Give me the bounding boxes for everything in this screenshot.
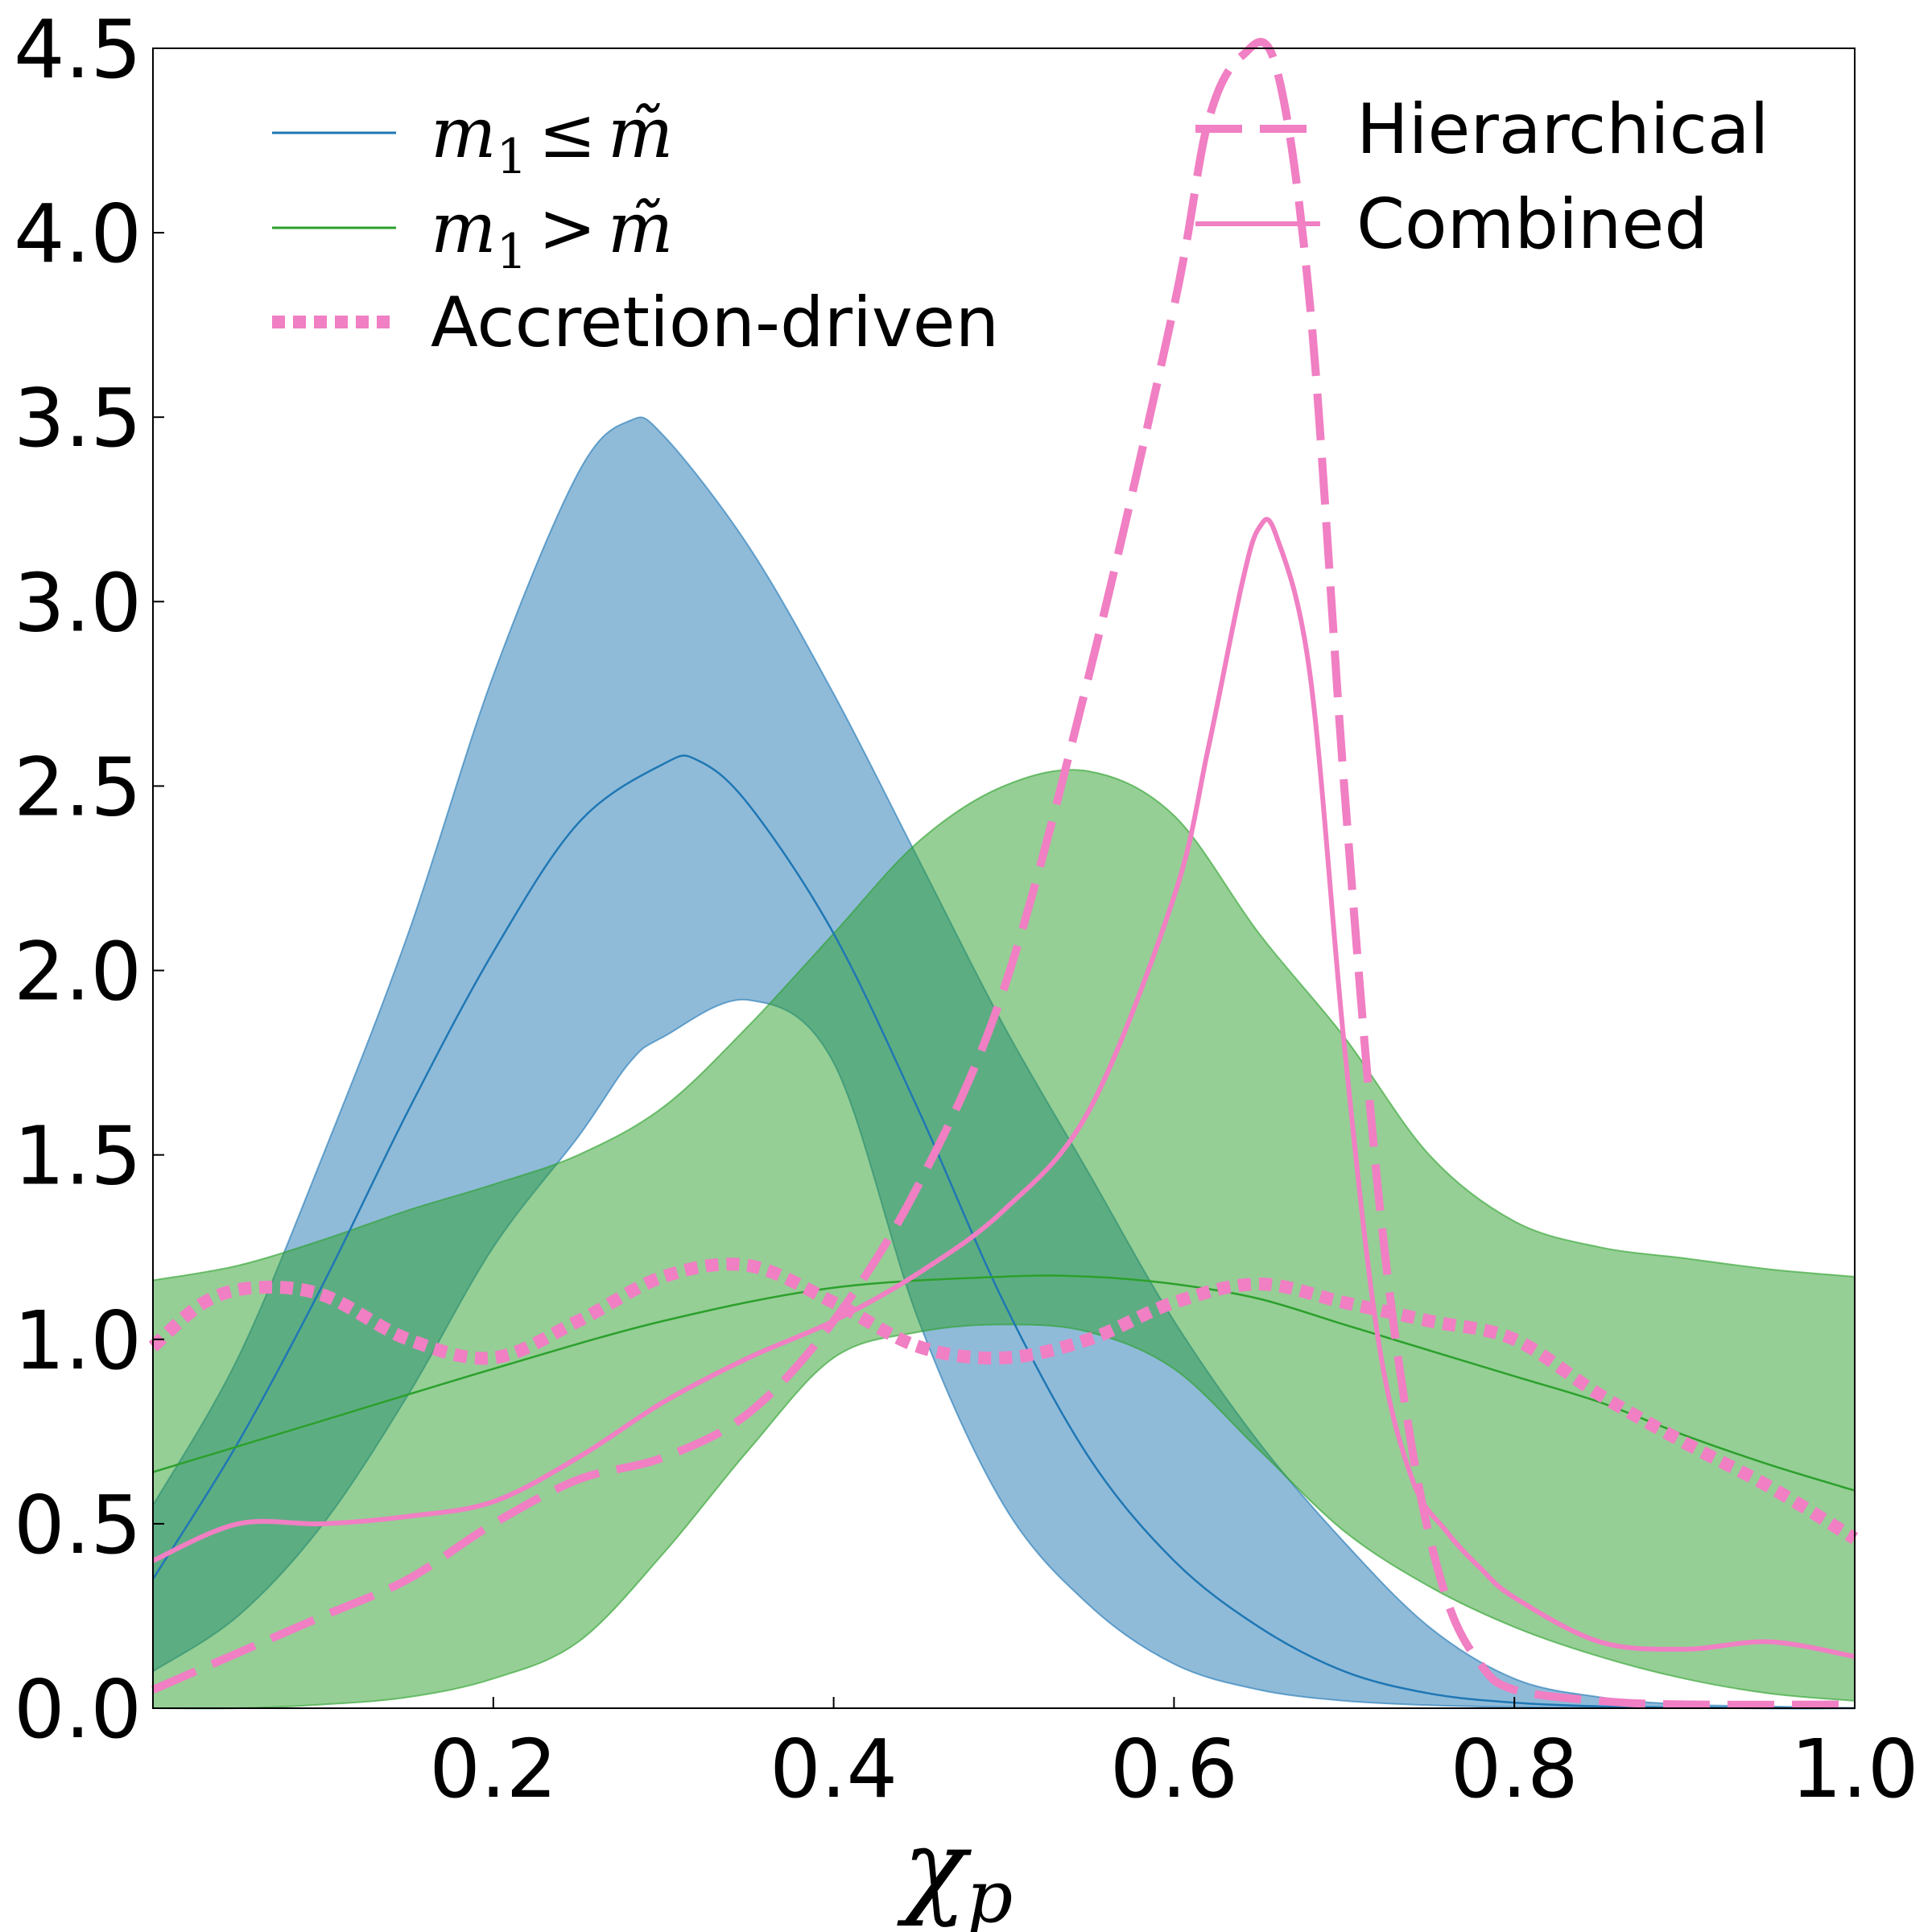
legend-left: m1 ≤ m̃ m1 > m̃ Accretion-driven (272, 93, 999, 363)
y-tick-label: 4.5 (14, 2, 142, 97)
series-line-hierarchical (151, 38, 1856, 1709)
y-tick-label: 3.0 (14, 555, 142, 650)
plot-frame (152, 47, 1856, 1709)
y-tick-label: 1.0 (14, 1294, 142, 1388)
legend-label-m1-le: m1 ≤ m̃ (431, 93, 673, 185)
y-tick-label: 2.0 (14, 925, 142, 1019)
series-lines (148, 38, 1859, 1710)
x-axis-label-sub: p (967, 1855, 1013, 1932)
legend-label-accretion: Accretion-driven (431, 283, 999, 363)
y-tick-label: 4.0 (14, 187, 142, 281)
series-line-combined (151, 517, 1856, 1659)
x-axis-ticks: 0.2 0.4 0.6 0.8 1.0 (429, 1697, 1919, 1816)
y-tick-label: 0.0 (14, 1662, 142, 1757)
x-axis-label: χp (897, 1806, 1013, 1932)
y-axis-ticks: 0.0 0.5 1.0 1.5 2.0 2.5 3.0 3.5 4.0 4.5 (14, 2, 164, 1757)
legend-label-combined: Combined (1356, 184, 1708, 265)
x-tick-label: 0.6 (1110, 1722, 1238, 1816)
band-m1-gt (152, 769, 1856, 1710)
x-tick-label: 0.8 (1451, 1722, 1579, 1816)
x-axis-label-main: χ (897, 1806, 972, 1929)
x-tick-label: 0.4 (770, 1722, 898, 1816)
legend-right: Hierarchical Combined (1195, 89, 1769, 265)
y-tick-label: 0.5 (14, 1478, 142, 1572)
series-line-accretion-driven (148, 1257, 1859, 1545)
y-tick-label: 2.5 (14, 740, 142, 834)
x-tick-label: 0.2 (429, 1722, 557, 1816)
x-tick-label: 1.0 (1790, 1722, 1918, 1816)
legend-label-hierarchical: Hierarchical (1356, 89, 1769, 170)
y-tick-label: 1.5 (14, 1109, 142, 1203)
y-tick-label: 3.5 (14, 371, 142, 465)
legend-label-m1-gt: m1 > m̃ (431, 188, 673, 280)
